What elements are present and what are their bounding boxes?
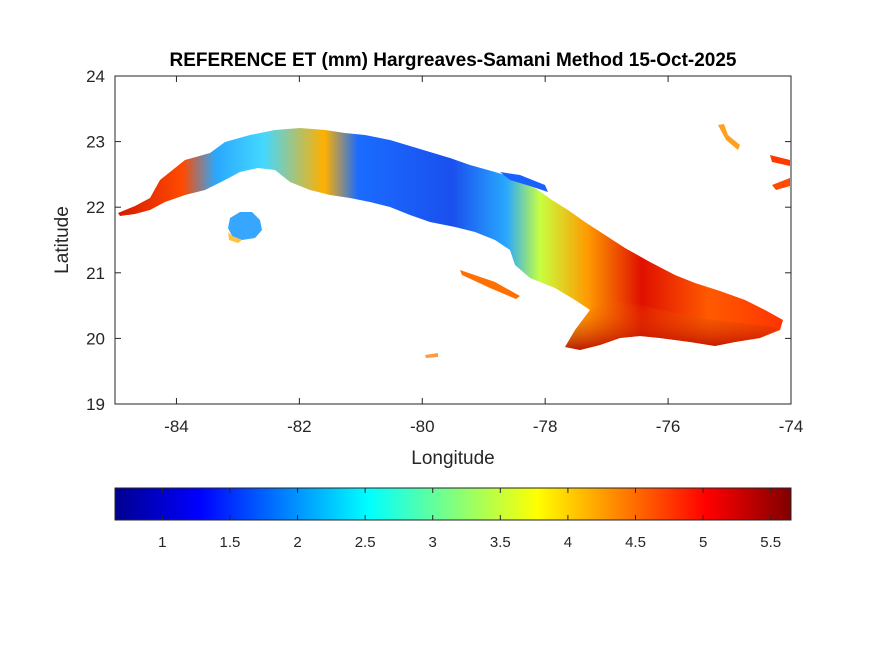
y-tick-label: 22 <box>86 198 105 217</box>
east-fragment-1 <box>718 124 740 150</box>
x-tick-label: -74 <box>779 417 804 436</box>
isla-de-la-juventud-edge <box>228 232 242 243</box>
cuba-et-map <box>118 124 790 358</box>
y-tick-label: 24 <box>86 67 105 86</box>
y-tick-label: 21 <box>86 264 105 283</box>
x-tick-label: -80 <box>410 417 435 436</box>
isla-de-la-juventud <box>228 212 262 240</box>
x-tick-label: -78 <box>533 417 558 436</box>
colorbar-tick-label: 1.5 <box>219 534 240 551</box>
colorbar-tick-label: 5 <box>699 534 707 551</box>
x-tick-label: -84 <box>164 417 189 436</box>
south-cay-2 <box>425 353 438 358</box>
colorbar-tick-label: 1 <box>158 534 166 551</box>
colorbar <box>114 487 792 521</box>
colorbar-tick-label: 4.5 <box>625 534 646 551</box>
colorbar-tick-label: 2 <box>293 534 301 551</box>
colorbar-tick-label: 3 <box>429 534 437 551</box>
chart-title: REFERENCE ET (mm) Hargreaves-Samani Meth… <box>170 50 737 71</box>
y-tick-label: 23 <box>86 133 105 152</box>
south-cay-1 <box>460 270 520 299</box>
colorbar-tick-label: 2.5 <box>355 534 376 551</box>
colorbar-tick-label: 5.5 <box>760 534 781 551</box>
x-axis-ticks: -84 -82 -80 -78 -76 -74 <box>164 76 803 436</box>
colorbar-tick-label: 3.5 <box>490 534 511 551</box>
cuba-main-island <box>118 128 783 350</box>
east-fragment-3 <box>772 178 790 190</box>
colorbar-tick-label: 4 <box>564 534 572 551</box>
southeast-hot-zone <box>565 300 780 350</box>
east-fragment-2 <box>770 155 790 166</box>
x-tick-label: -76 <box>656 417 681 436</box>
y-axis-label: Latitude <box>52 206 73 274</box>
y-tick-label: 19 <box>86 395 105 414</box>
x-tick-label: -82 <box>287 417 312 436</box>
colorbar-ticks: 1 1.5 2 2.5 3 3.5 4 4.5 5 5.5 <box>158 488 781 551</box>
y-axis-ticks: 19 20 21 22 23 24 <box>86 67 791 414</box>
plot-area <box>114 75 792 405</box>
x-axis-label: Longitude <box>411 448 494 469</box>
y-tick-label: 20 <box>86 329 105 348</box>
north-cays <box>500 172 548 192</box>
